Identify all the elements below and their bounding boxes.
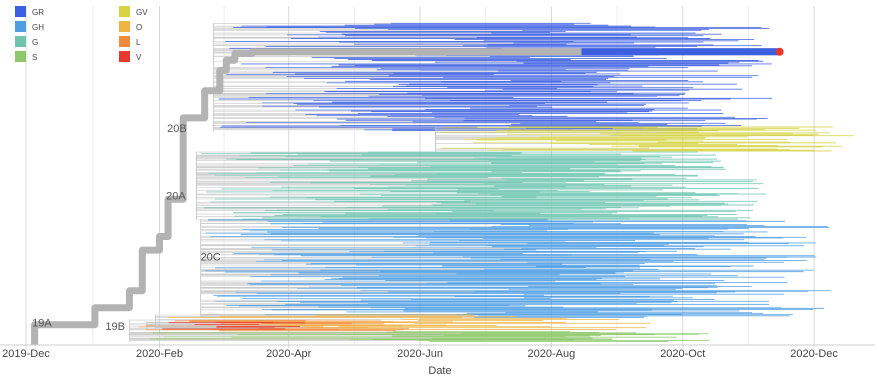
legend-label: G [32,38,38,47]
legend-item-GV[interactable]: GV [119,6,148,17]
clade-label-20A: 20A [166,191,186,203]
legend-swatch [15,36,26,47]
legend-label: GR [32,8,44,17]
legend-label: GH [32,23,44,32]
legend-item-V[interactable]: V [119,51,142,62]
clade-label-19B: 19B [105,321,125,333]
clade-S [129,331,710,342]
legend-label: S [32,53,37,62]
clade-label-20B: 20B [167,123,187,135]
clade-GH [200,219,831,319]
legend-swatch [119,36,130,47]
x-tick-label: 2020-Oct [660,348,705,360]
legend-label: L [136,38,141,47]
legend-swatch [15,6,26,17]
branch-layer [129,22,854,342]
x-tick-label: 2019-Dec [2,348,50,360]
clade-V [146,321,305,330]
legend-item-S[interactable]: S [15,51,37,62]
x-axis: 2019-Dec 2020-Feb 2020-Apr 2020-Jun 2020-Aug… [0,344,875,360]
legend-swatch [15,21,26,32]
legend-label: V [136,53,142,62]
clade-label-19A: 19A [32,318,52,330]
clade-GV [435,126,854,152]
clade-GR [213,22,772,132]
x-tick-label: 2020-Jun [397,348,443,360]
legend: GR GH GS GV OLV [15,6,148,62]
legend-swatch [119,51,130,62]
clade-labels: 19A 19B 20A 20B 20C [32,123,221,333]
clade-label-20C: 20C [201,252,221,264]
legend-item-GH[interactable]: GH [15,21,44,32]
clade-G [196,151,767,220]
x-tick-label: 2020-Apr [266,348,312,360]
highlighted-tip-dot[interactable] [775,47,784,56]
legend-label: GV [136,8,148,17]
legend-item-G[interactable]: G [15,36,38,47]
legend-swatch [119,6,130,17]
legend-item-L[interactable]: L [119,36,141,47]
clade-O [155,314,651,330]
legend-swatch [15,51,26,62]
x-tick-label: 2020-Dec [790,348,838,360]
legend-label: O [136,23,142,32]
x-tick-label: 2020-Aug [528,348,576,360]
highlighted-lineage-path [31,48,780,345]
x-tick-label: 2020-Feb [136,348,183,360]
legend-item-O[interactable]: O [119,21,142,32]
legend-swatch [119,21,130,32]
highlighted-path-layer [31,47,784,345]
legend-item-GR[interactable]: GR [15,6,44,17]
x-axis-title: Date [428,365,451,377]
